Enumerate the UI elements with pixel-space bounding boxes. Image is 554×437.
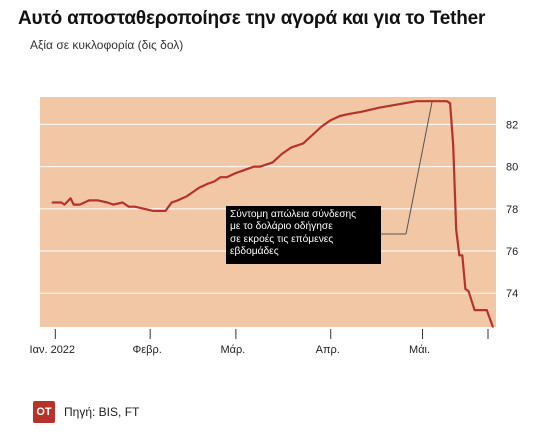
data-point [403,102,406,105]
data-point [253,165,255,168]
data-point [281,153,283,155]
data-point [259,165,262,168]
data-point [369,108,372,111]
data-point [97,199,99,202]
series-line-tether [52,100,494,328]
x-tick-label: Απρ. [316,344,340,356]
data-point [112,203,115,206]
data-point [241,170,243,172]
data-point [143,208,145,210]
data-point [479,309,482,311]
data-point [446,100,448,102]
data-point [467,290,470,292]
data-point [348,113,350,115]
y-tick-label: 78 [506,204,518,216]
data-point [176,199,179,202]
annotation-leader-diagonal [405,101,433,235]
data-point [63,203,66,206]
data-point [320,125,323,128]
data-point [427,100,430,102]
data-point [378,106,381,109]
annotation-line: Σύντομη απώλεια σύνδεσης [230,209,357,220]
data-point [225,176,228,178]
data-point [79,203,81,206]
data-point [360,111,363,113]
data-point [51,201,53,204]
data-point [235,172,237,174]
series-points [51,100,494,328]
data-point [164,210,167,212]
data-point [152,210,154,212]
data-point [290,146,292,149]
y-axis-ticks: 74 76 78 80 82 [506,119,518,300]
data-point [449,102,451,105]
chart-subtitle: Αξία σε κυκλοφορία (δις δολ) [30,38,184,52]
data-point [437,100,439,102]
annotation-line: εβδομάδες [230,245,279,257]
x-tick-label: Μάι. [409,344,430,356]
data-point [329,119,332,121]
data-point [106,201,109,204]
data-point [391,104,393,107]
data-point [128,205,130,208]
data-point [134,205,136,208]
annotation-line: με το δολάριο οδήγησε [230,221,333,233]
data-point [88,199,90,202]
y-tick-label: 82 [506,119,518,131]
data-point [464,288,467,290]
data-point [458,254,461,257]
annotation-line: σε εκροές τις επόμενες [230,233,334,245]
publisher-logo: OT [33,401,55,423]
data-point [271,161,274,164]
data-point [69,197,72,200]
y-tick-label: 80 [506,162,518,174]
y-tick-label: 74 [506,288,518,300]
data-point [121,201,124,204]
data-point [192,191,194,193]
data-point [415,100,418,102]
data-point [492,326,494,328]
data-point [247,167,249,170]
data-point [486,309,488,311]
data-point [311,134,314,136]
x-tick-label: Φεβρ. [133,344,162,356]
x-tick-label: Ιαν. 2022 [30,344,76,356]
x-tick-label: Μάρ. [220,344,245,356]
data-point [473,309,476,311]
chart-title: Αυτό αποσταθεροποίησε την αγορά και για … [18,8,486,29]
data-point [198,186,200,189]
data-point [461,254,464,257]
y-tick-label: 76 [506,246,518,258]
data-point [443,100,445,102]
data-point [60,201,63,204]
source-note: Πηγή: BIS, FT [64,405,140,419]
data-point [213,180,216,183]
data-point [207,182,210,185]
data-point [170,201,173,204]
data-point [72,203,75,206]
data-point [186,195,188,197]
data-point [455,229,458,231]
data-point [452,144,455,147]
x-axis-ticks: Ιαν. 2022 Φεβρ. Μάρ. Απρ. Μάι. [30,329,489,356]
data-point [302,142,305,145]
data-point [339,115,341,117]
annotation-box: Σύντομη απώλεια σύνδεσης με το δολάριο ο… [226,206,381,264]
data-point [219,176,222,178]
